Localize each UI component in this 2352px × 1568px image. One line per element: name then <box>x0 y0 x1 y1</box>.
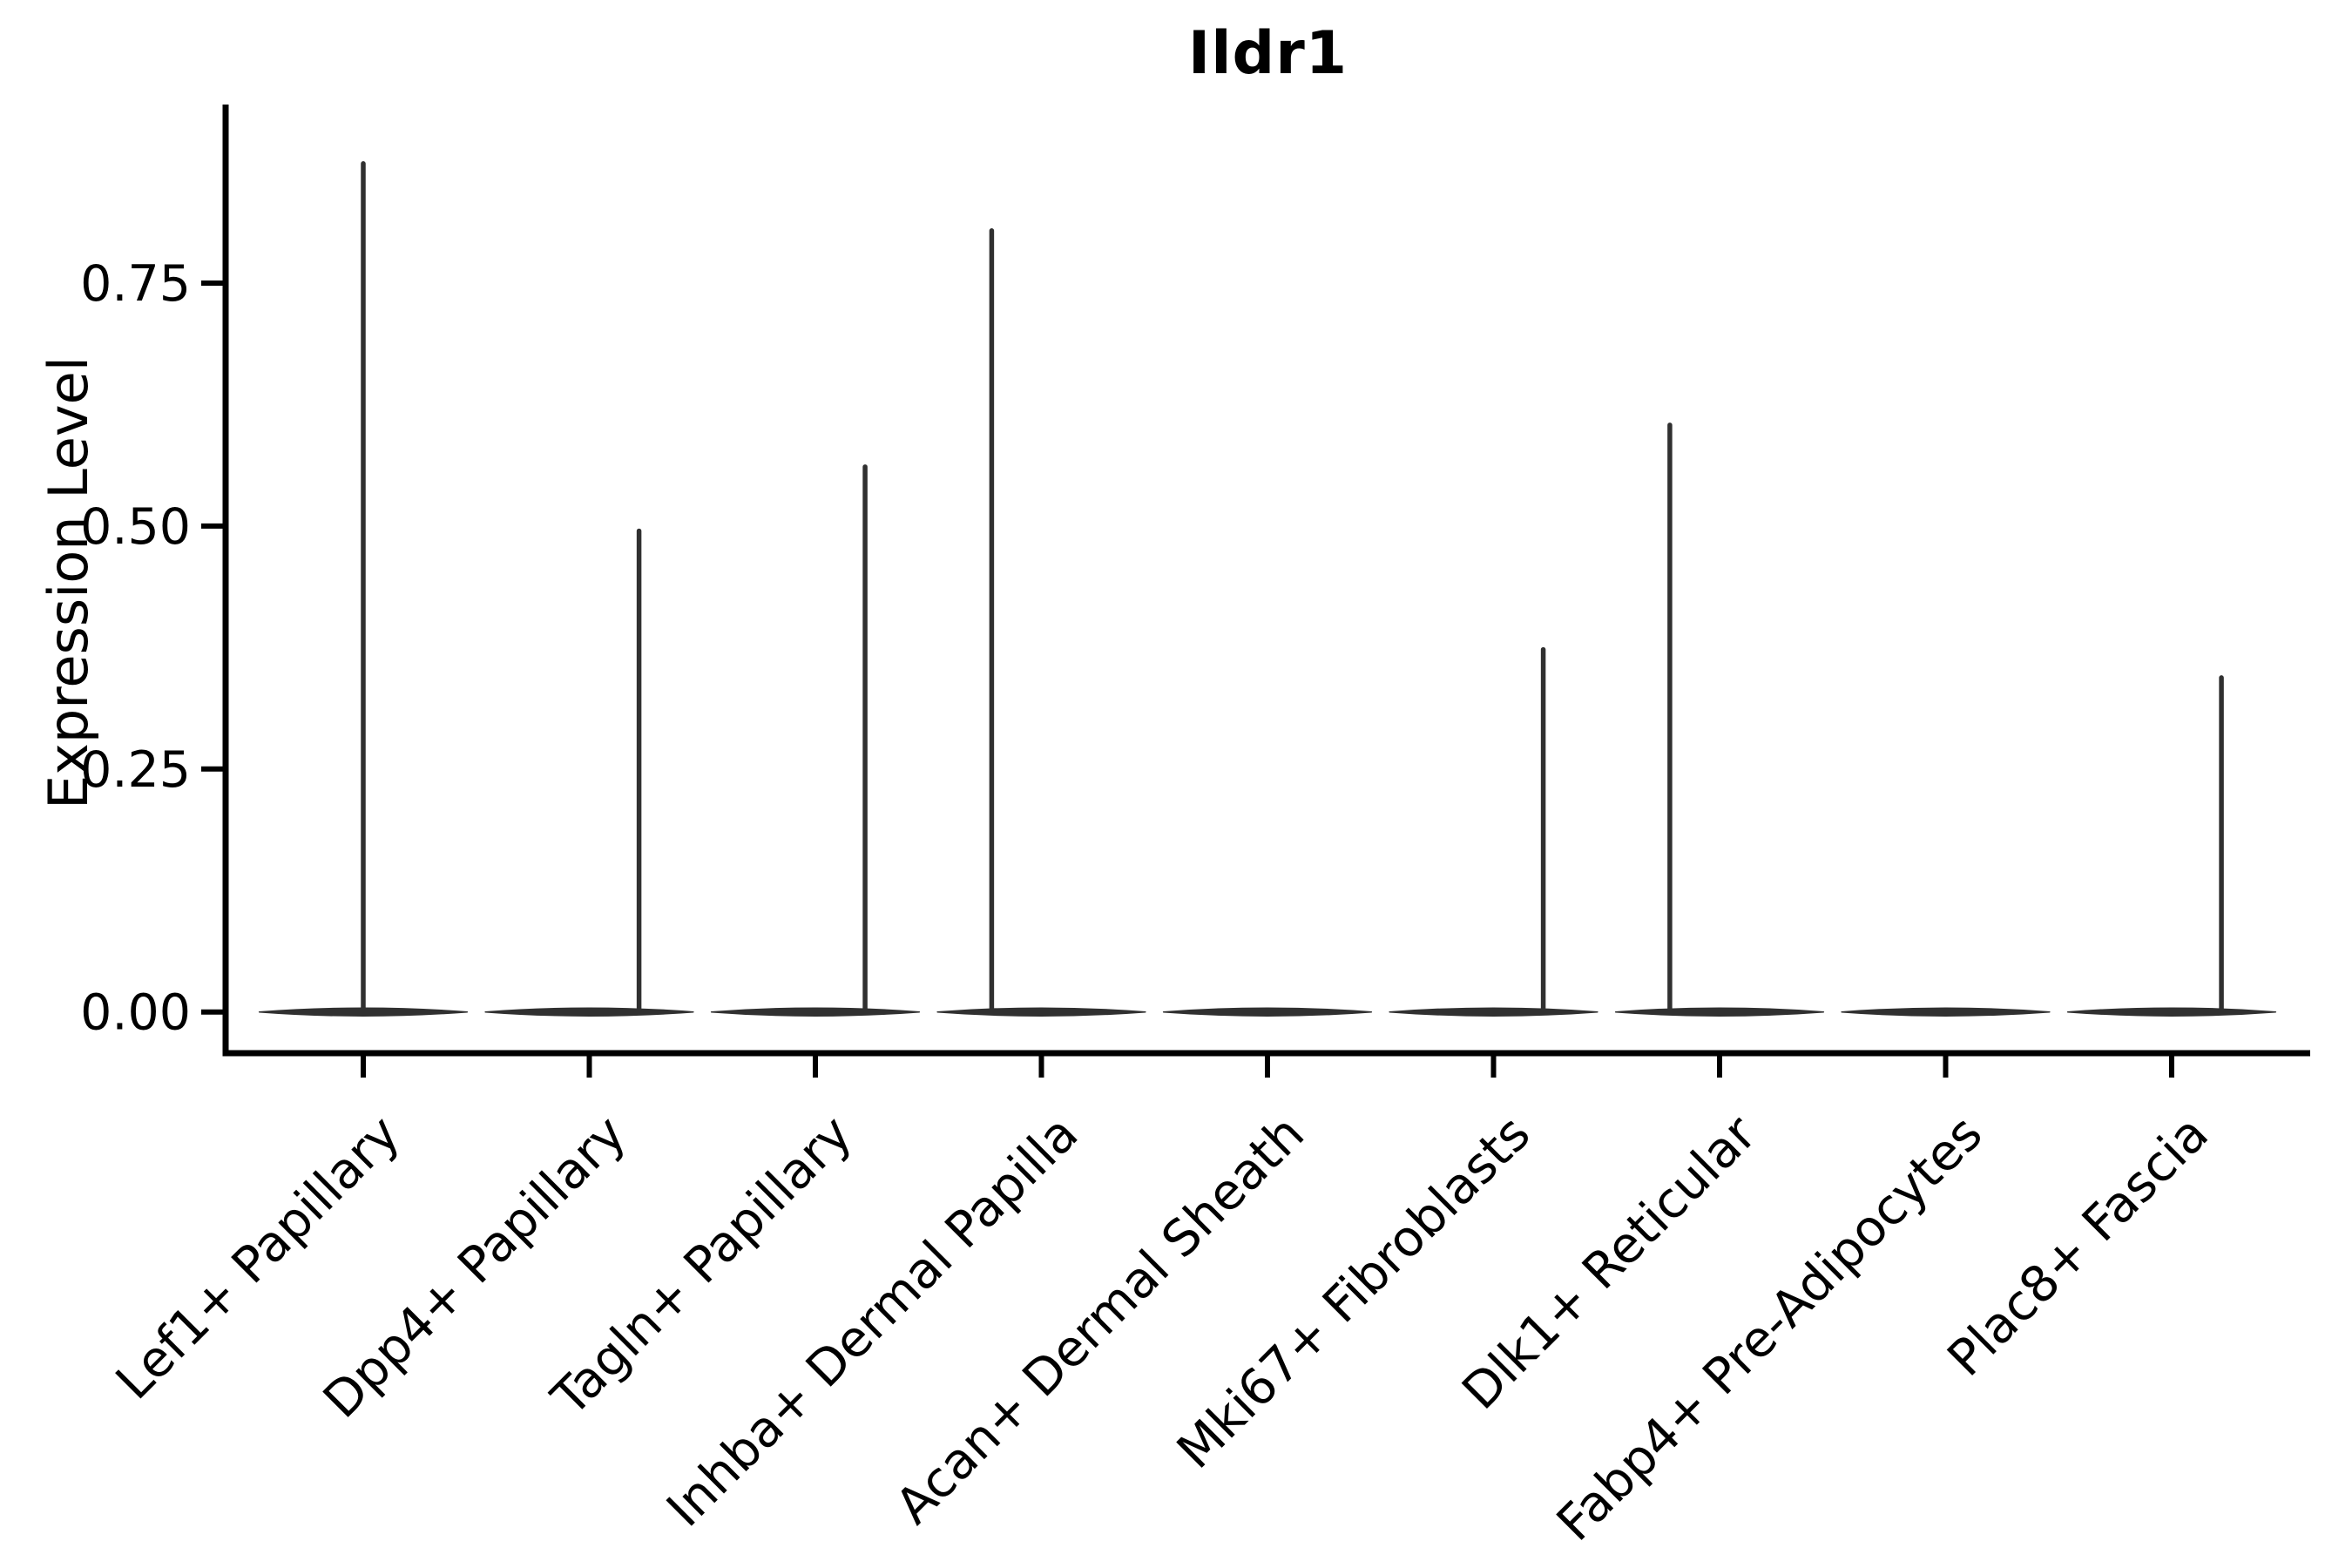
violin-body <box>936 1007 1146 1017</box>
violin-body <box>1389 1007 1598 1017</box>
y-tick-label: 0.50 <box>80 498 191 556</box>
violin-body <box>2066 1007 2277 1017</box>
y-tick-label: 0.75 <box>80 255 191 313</box>
plot-title: Ildr1 <box>1187 19 1348 88</box>
x-category-label: Acan+ Dermal Sheath <box>885 1105 1315 1535</box>
y-tick-label: 0.25 <box>80 741 191 799</box>
violin-body <box>710 1007 921 1017</box>
violin-body <box>484 1007 694 1017</box>
x-category-label: Fabp4+ Pre-Adipocytes <box>1546 1105 1993 1551</box>
violin-body <box>1841 1007 2051 1017</box>
y-tick-label: 0.00 <box>80 984 191 1042</box>
violin-body <box>1614 1007 1825 1017</box>
violin-body <box>1162 1007 1373 1017</box>
x-category-label: Inhba+ Dermal Papilla <box>656 1105 1089 1538</box>
